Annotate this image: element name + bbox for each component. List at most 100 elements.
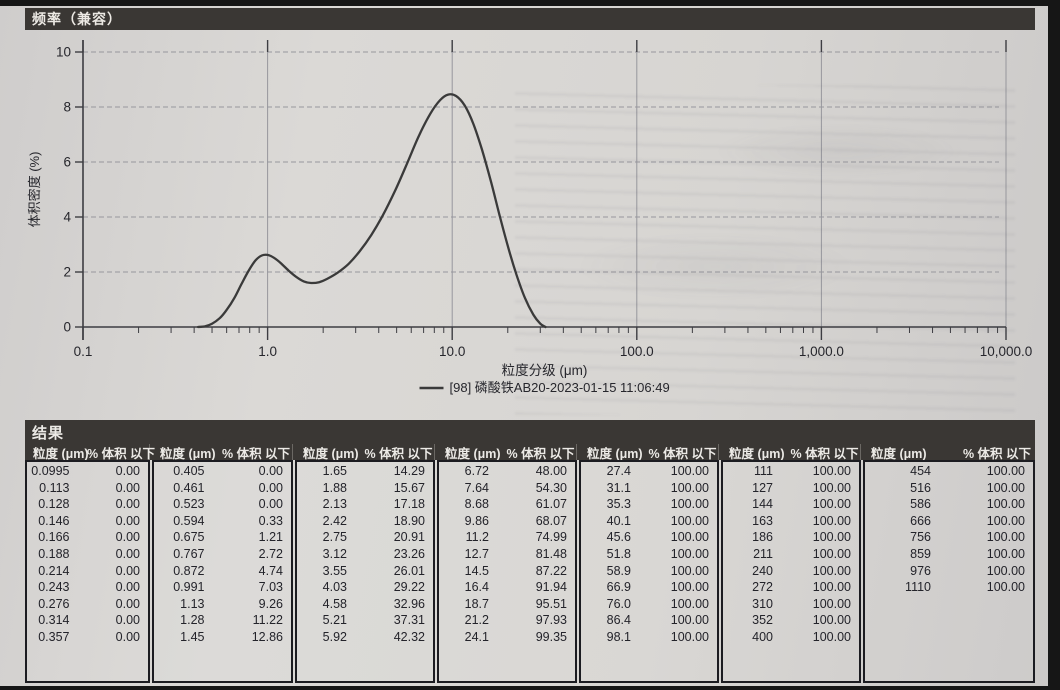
size-value: 310 — [752, 596, 773, 611]
table-row: 51.8 100.00 — [581, 546, 717, 563]
table-row: 1.28 11.22 — [154, 612, 291, 629]
size-value: 0.523 — [173, 497, 205, 512]
size-value: 45.6 — [606, 530, 631, 545]
table-row: 12.7 81.48 — [439, 546, 575, 563]
size-value: 31.1 — [606, 480, 631, 495]
pct-below-value: 100.00 — [986, 480, 1025, 495]
pct-below-value: 100.00 — [670, 530, 709, 545]
x-tick-label: 0.1 — [74, 344, 93, 359]
pct-below-value: 14.29 — [393, 464, 425, 478]
table-row: 0.214 0.00 — [27, 563, 148, 580]
table-row: 86.4 100.00 — [581, 612, 717, 629]
result-group-7: 454 100.00 516 100.00 586 100.00 666 100.00 756 1… — [863, 460, 1035, 683]
size-value: 51.8 — [606, 546, 631, 561]
size-column-header: 粒度 (μm) — [729, 446, 785, 461]
table-row: 0.113 0.00 — [27, 480, 148, 497]
size-value: 186 — [752, 530, 773, 545]
pct-below-value: 18.90 — [393, 513, 425, 528]
table-row: 2.42 18.90 — [297, 513, 433, 530]
size-value: 9.86 — [464, 513, 489, 528]
table-row: 40.1 100.00 — [581, 513, 717, 530]
table-row: 58.9 100.00 — [581, 563, 717, 580]
pct-below-value: 2.72 — [258, 546, 283, 561]
pct-below-value: 100.00 — [986, 497, 1025, 512]
column-header-group: 粒度 (μm)% 体积 以下 — [295, 444, 435, 461]
size-value: 1.13 — [180, 596, 205, 611]
results-panel: 结果 粒度 (μm)% 体积 以下 粒度 (μm)% 体积 以下 粒度 (μm)% … — [25, 420, 1035, 683]
pct-below-value: 100.00 — [812, 530, 851, 545]
column-header-group: 粒度 (μm)% 体积 以下 — [437, 444, 577, 461]
size-value: 98.1 — [606, 629, 631, 644]
table-row: 400 100.00 — [723, 629, 859, 646]
table-row: 7.64 54.30 — [439, 480, 575, 497]
size-value: 127 — [752, 480, 773, 495]
pct-below-value: 100.00 — [986, 464, 1025, 478]
pct-below-value: 100.00 — [670, 629, 709, 644]
size-value: 0.405 — [173, 464, 205, 478]
table-row: 211 100.00 — [723, 546, 859, 563]
table-row: 45.6 100.00 — [581, 529, 717, 546]
panel-gap — [0, 411, 1048, 420]
results-table-body: 0.0995 0.00 0.113 0.00 0.128 0.00 0.146 0.00 0.1… — [25, 460, 1035, 683]
distribution-curve — [196, 93, 547, 329]
results-header-band: 结果 粒度 (μm)% 体积 以下 粒度 (μm)% 体积 以下 粒度 (μm)% … — [25, 420, 1035, 461]
pct-below-value: 100.00 — [812, 497, 851, 512]
size-value: 1.28 — [180, 613, 205, 628]
size-value: 86.4 — [606, 613, 631, 628]
pct-below-column-header: % 体积 以下 — [790, 446, 859, 461]
size-value: 400 — [752, 629, 773, 644]
pct-below-value: 74.99 — [535, 530, 567, 545]
y-tick-label: 8 — [63, 100, 71, 115]
size-value: 1.45 — [180, 629, 205, 644]
table-row: 0.243 0.00 — [27, 579, 148, 596]
table-row: 11.2 74.99 — [439, 529, 575, 546]
table-row: 0.357 0.00 — [27, 629, 148, 646]
pct-below-value: 54.30 — [535, 480, 567, 495]
y-tick-label: 0 — [63, 320, 71, 335]
size-value: 516 — [910, 480, 931, 495]
table-row: 2.13 17.18 — [297, 496, 433, 513]
table-row: 3.55 26.01 — [297, 563, 433, 580]
size-value: 0.0995 — [31, 464, 70, 478]
pct-below-value: 100.00 — [812, 513, 851, 528]
pct-below-value: 17.18 — [393, 497, 425, 512]
pct-below-value: 100.00 — [986, 563, 1025, 578]
frequency-chart-panel: 频率（兼容） 0 2 4 6 8 10 0.1 1.0 10.0 100.0 1,000.0 10,0… — [25, 8, 1035, 411]
table-row: 186 100.00 — [723, 529, 859, 546]
size-value: 2.42 — [322, 513, 347, 528]
pct-below-value: 26.01 — [393, 563, 425, 578]
table-row: 9.86 68.07 — [439, 513, 575, 530]
pct-below-value: 0.00 — [115, 513, 140, 528]
table-row: 163 100.00 — [723, 513, 859, 530]
column-header-group: 粒度 (μm)% 体积 以下 — [579, 444, 719, 461]
size-value: 4.03 — [322, 580, 347, 595]
pct-below-value: 37.31 — [393, 613, 425, 628]
pct-below-value: 0.00 — [115, 629, 140, 644]
pct-below-column-header: % 体积 以下 — [506, 446, 575, 461]
table-row: 0.872 4.74 — [154, 563, 291, 580]
pct-below-value: 100.00 — [812, 563, 851, 578]
report-paper: 频率（兼容） 0 2 4 6 8 10 0.1 1.0 10.0 100.0 1,000.0 10,0… — [0, 6, 1048, 686]
table-row: 35.3 100.00 — [581, 496, 717, 513]
table-row: 0.405 0.00 — [154, 463, 291, 480]
size-value: 0.991 — [173, 580, 205, 595]
size-value: 0.872 — [173, 563, 205, 578]
pct-below-value: 20.91 — [393, 530, 425, 545]
size-value: 6.72 — [464, 464, 489, 478]
pct-below-column-header: % 体积 以下 — [222, 446, 291, 461]
size-value: 272 — [752, 580, 773, 595]
column-header-group: 粒度 (μm)% 体积 以下 — [152, 444, 293, 461]
size-value: 111 — [753, 464, 773, 478]
pct-below-value: 0.00 — [115, 563, 140, 578]
size-value: 0.188 — [38, 546, 70, 561]
pct-below-value: 0.00 — [258, 480, 283, 495]
table-row: 0.188 0.00 — [27, 546, 148, 563]
table-row: 66.9 100.00 — [581, 579, 717, 596]
result-group-1: 0.0995 0.00 0.113 0.00 0.128 0.00 0.146 0.00 0.1… — [25, 460, 150, 683]
size-value: 5.92 — [322, 629, 347, 644]
size-value: 0.146 — [38, 513, 70, 528]
column-header-group: 粒度 (μm)% 体积 以下 — [25, 444, 155, 461]
size-value: 11.2 — [465, 530, 489, 545]
pct-below-value: 100.00 — [812, 464, 851, 478]
table-row: 18.7 95.51 — [439, 596, 575, 613]
